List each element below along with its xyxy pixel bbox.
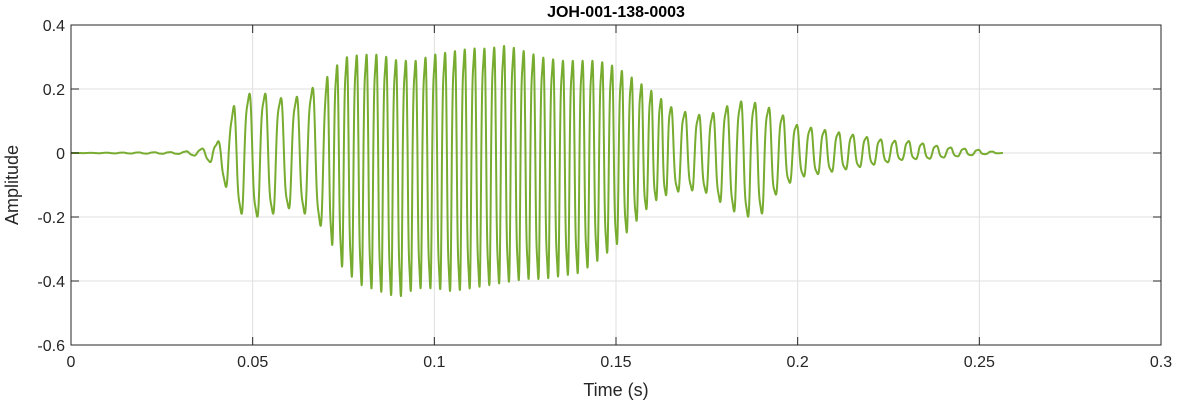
x-tick-label: 0.1 [423,354,445,371]
y-tick-label: -0.6 [37,338,65,355]
tick-layer [70,24,1162,346]
x-tick-label: 0.2 [787,354,809,371]
x-tick-label: 0.05 [237,354,268,371]
x-tick-labels: 0 0.05 0.1 0.15 0.2 0.25 0.3 [67,354,1173,371]
plot-area [71,44,1004,298]
x-tick-label: 0.3 [1150,354,1172,371]
y-tick-label: 0.4 [43,18,65,35]
x-tick-label: 0.25 [964,354,995,371]
x-tick-label: 0.15 [600,354,631,371]
grid-layer [70,24,1162,346]
waveform-line [71,44,1004,298]
y-tick-label: -0.4 [37,274,65,291]
y-axis-label: Amplitude [2,145,22,225]
y-tick-label: -0.2 [37,210,65,227]
y-tick-labels: -0.6 -0.4 -0.2 0 0.2 0.4 [37,18,65,355]
y-tick-label: 0 [56,146,65,163]
x-tick-label: 0 [67,354,76,371]
y-tick-label: 0.2 [43,82,65,99]
x-axis-label: Time (s) [583,380,648,400]
chart-title: JOH-001-138-0003 [547,4,685,21]
